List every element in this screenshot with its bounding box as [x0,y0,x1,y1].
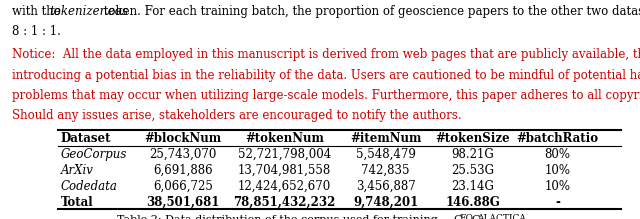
Text: 25,743,070: 25,743,070 [149,148,216,161]
Text: 5,548,479: 5,548,479 [356,148,415,161]
Text: #tokenSize: #tokenSize [436,132,510,145]
Text: 146.88G: 146.88G [445,196,500,208]
Text: 8 : 1 : 1.: 8 : 1 : 1. [12,25,60,38]
Text: G: G [453,215,462,219]
Text: Codedata: Codedata [61,180,118,193]
Text: 10%: 10% [545,180,570,193]
Text: EO: EO [460,214,474,219]
Text: 52,721,798,004: 52,721,798,004 [237,148,331,161]
Text: 98.21G: 98.21G [452,148,494,161]
Text: 13,704,981,558: 13,704,981,558 [237,164,331,177]
Text: Should any issues arise, stakeholders are encouraged to notify the authors.: Should any issues arise, stakeholders ar… [12,109,461,122]
Text: 742,835: 742,835 [362,164,410,177]
Text: 38,501,681: 38,501,681 [146,196,220,208]
Text: G: G [471,215,480,219]
Text: 10%: 10% [545,164,570,177]
Text: -: - [555,196,560,208]
Text: 78,851,432,232: 78,851,432,232 [233,196,335,208]
Text: 23.14G: 23.14G [452,180,494,193]
Text: tokenizer.eos: tokenizer.eos [49,5,128,18]
Text: ArXiv: ArXiv [61,164,93,177]
Text: 6,691,886: 6,691,886 [153,164,212,177]
Text: ALACTICA: ALACTICA [477,214,526,219]
Text: problems that may occur when utilizing large-scale models. Furthermore, this pap: problems that may occur when utilizing l… [12,89,640,102]
Text: introducing a potential bias in the reliability of the data. Users are cautioned: introducing a potential bias in the reli… [12,69,640,81]
Text: #batchRatio: #batchRatio [516,132,598,145]
Text: token. For each training batch, the proportion of geoscience papers to the other: token. For each training batch, the prop… [100,5,640,18]
Text: 6,066,725: 6,066,725 [153,180,213,193]
Text: Table 2: Data distribution of the corpus used for training: Table 2: Data distribution of the corpus… [117,215,442,219]
Text: #tokenNum: #tokenNum [245,132,324,145]
Text: Dataset: Dataset [61,132,111,145]
Text: 25.53G: 25.53G [451,164,495,177]
Text: Total: Total [61,196,93,208]
Text: with the: with the [12,5,64,18]
Text: 80%: 80% [545,148,570,161]
Text: 9,748,201: 9,748,201 [353,196,419,208]
Text: #itemNum: #itemNum [350,132,421,145]
Text: 3,456,887: 3,456,887 [356,180,415,193]
Text: 12,424,652,670: 12,424,652,670 [237,180,331,193]
Text: #blockNum: #blockNum [145,132,221,145]
Text: GeoCorpus: GeoCorpus [61,148,127,161]
Text: Notice:  All the data employed in this manuscript is derived from web pages that: Notice: All the data employed in this ma… [12,48,640,61]
